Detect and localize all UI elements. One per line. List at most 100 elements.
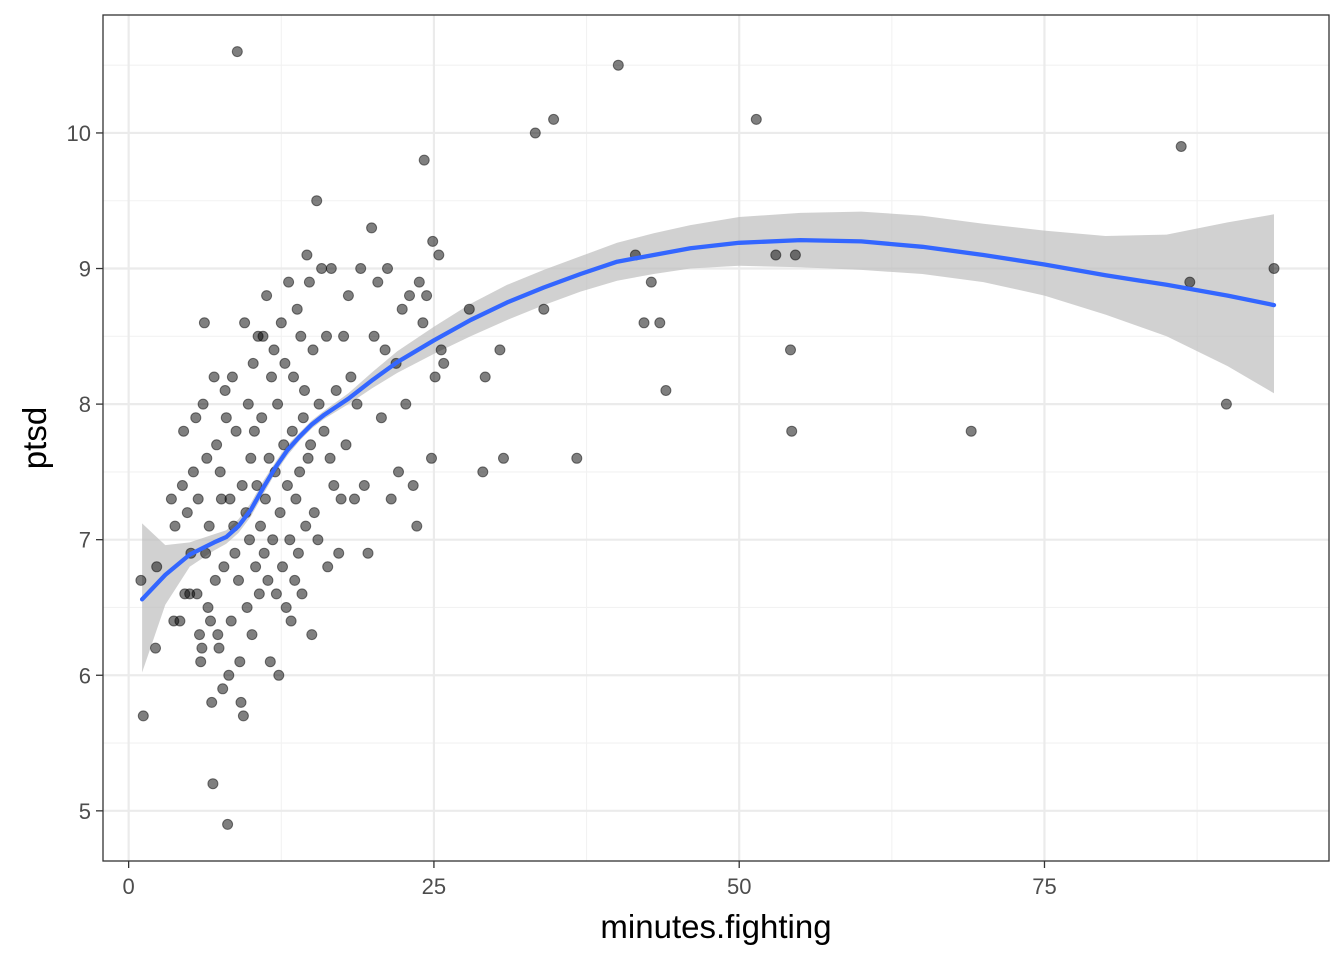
data-point — [292, 547, 304, 559]
data-point — [178, 425, 190, 437]
x-tick-label: 25 — [422, 874, 446, 899]
data-point — [195, 656, 207, 668]
data-point — [299, 385, 310, 396]
data-point — [285, 615, 297, 627]
data-point — [201, 452, 213, 464]
data-point — [190, 412, 202, 424]
data-point — [421, 290, 433, 302]
data-point — [209, 574, 221, 586]
panel-border — [102, 14, 1330, 862]
data-point — [218, 561, 230, 573]
data-point — [241, 602, 253, 613]
data-point — [206, 696, 218, 708]
data-point — [965, 425, 977, 437]
data-point — [280, 602, 292, 613]
data-point — [1184, 276, 1196, 288]
x-tick-label: 50 — [727, 874, 751, 899]
smooth-trend-line — [139, 237, 1277, 602]
data-point — [321, 330, 332, 342]
data-point — [165, 493, 177, 505]
data-point — [750, 113, 762, 125]
data-point — [288, 371, 299, 383]
data-point — [355, 263, 367, 274]
data-point — [283, 276, 295, 288]
data-point — [295, 330, 307, 342]
data-point — [203, 520, 215, 532]
data-point — [250, 561, 262, 573]
data-point — [266, 371, 277, 383]
data-point — [770, 249, 782, 261]
x-tick-label: 0 — [123, 874, 135, 899]
data-point — [322, 561, 334, 573]
data-point — [176, 480, 188, 491]
data-point — [372, 276, 384, 288]
data-point — [264, 656, 276, 668]
data-point — [313, 398, 325, 410]
data-point — [463, 303, 475, 315]
data-point — [194, 629, 205, 641]
data-point — [137, 710, 149, 722]
data-point — [349, 493, 360, 505]
data-point — [222, 818, 234, 830]
data-point — [213, 642, 225, 654]
data-point — [529, 127, 541, 139]
data-point — [311, 195, 323, 207]
data-point — [335, 493, 347, 505]
data-point — [340, 439, 352, 451]
y-tick-label: 7 — [79, 528, 91, 553]
data-point — [219, 385, 231, 396]
data-point — [638, 317, 650, 329]
data-point — [379, 344, 391, 356]
data-point — [242, 398, 254, 410]
data-point — [479, 371, 491, 383]
data-point — [429, 371, 441, 383]
data-point — [393, 466, 404, 478]
data-point — [301, 249, 313, 261]
data-point — [318, 425, 330, 437]
data-point — [237, 710, 249, 722]
data-point — [267, 534, 279, 546]
data-point — [400, 398, 412, 410]
data-point — [274, 507, 286, 519]
data-point — [538, 303, 550, 315]
data-point — [324, 452, 336, 464]
data-point — [247, 357, 259, 369]
data-point — [435, 344, 447, 356]
data-point — [786, 425, 798, 437]
data-point — [262, 574, 274, 586]
data-point — [223, 669, 235, 681]
y-axis-title: ptsd — [16, 407, 53, 469]
data-point — [198, 317, 210, 329]
data-point — [202, 602, 214, 613]
data-point — [316, 263, 328, 274]
data-point — [385, 493, 397, 505]
data-point — [305, 439, 317, 451]
data-point — [196, 642, 208, 654]
data-point — [191, 588, 203, 600]
data-point — [277, 561, 288, 573]
data-point — [214, 466, 226, 478]
data-point — [244, 534, 255, 546]
data-point — [407, 480, 419, 491]
data-point — [297, 412, 309, 424]
data-point — [302, 452, 314, 464]
data-point — [251, 480, 263, 491]
data-point — [342, 290, 354, 302]
y-tick-label: 6 — [79, 663, 91, 688]
data-point — [438, 357, 450, 369]
data-point — [426, 452, 437, 464]
data-point — [284, 534, 296, 546]
data-point — [351, 398, 363, 410]
data-point — [362, 547, 374, 559]
data-point — [259, 493, 271, 505]
data-point — [1175, 141, 1187, 152]
data-point — [290, 493, 302, 505]
data-point — [187, 466, 199, 478]
data-points — [135, 46, 1280, 830]
data-point — [135, 574, 147, 586]
data-point — [278, 439, 290, 451]
y-tick-label: 5 — [79, 799, 91, 824]
confidence-band — [142, 211, 1275, 673]
